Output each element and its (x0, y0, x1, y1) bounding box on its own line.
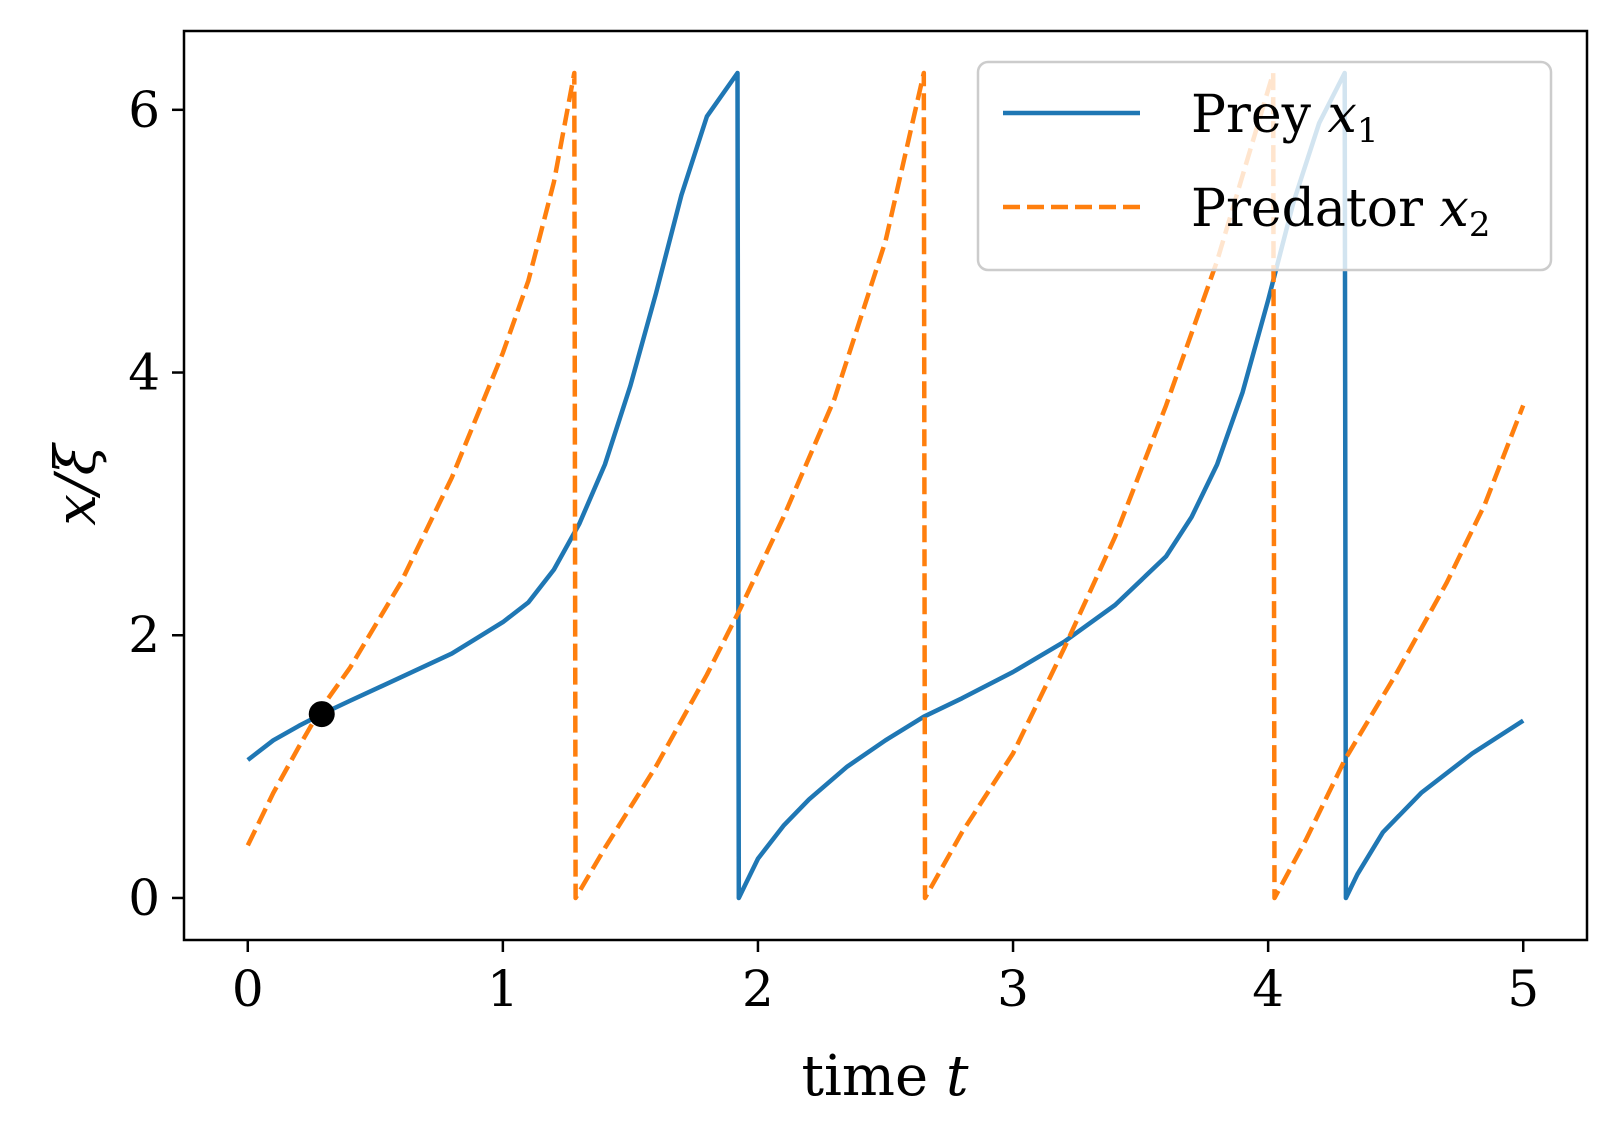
x-tick-label: 4 (1252, 960, 1284, 1018)
legend: Prey x1 Predator x2 (976, 60, 1553, 272)
x-tick-label: 1 (487, 960, 519, 1018)
initial-point-marker (308, 701, 335, 728)
x-tick-label: 0 (232, 960, 264, 1018)
marker-layer (308, 701, 335, 728)
legend-predator-label: Predator x2 (1191, 179, 1490, 245)
y-axis-label: x/ξ (44, 441, 109, 525)
x-tick-label: 3 (997, 960, 1029, 1018)
y-tick-label: 2 (128, 606, 160, 664)
axes-frame (182, 29, 1589, 942)
x-axis-label: time t (802, 1044, 969, 1109)
x-tick-label: 5 (1507, 960, 1539, 1018)
y-tick-label: 0 (128, 869, 160, 927)
series-predator-line (245, 70, 1526, 901)
y-tick-label: 4 (128, 344, 160, 402)
x-tick-label: 2 (742, 960, 774, 1018)
legend-prey-label: Prey x1 (1191, 85, 1379, 151)
y-axis-ticks: 0 2 4 6 (128, 81, 184, 927)
x-axis-ticks: 0 1 2 3 4 5 (232, 940, 1539, 1018)
y-tick-label: 6 (128, 81, 160, 139)
